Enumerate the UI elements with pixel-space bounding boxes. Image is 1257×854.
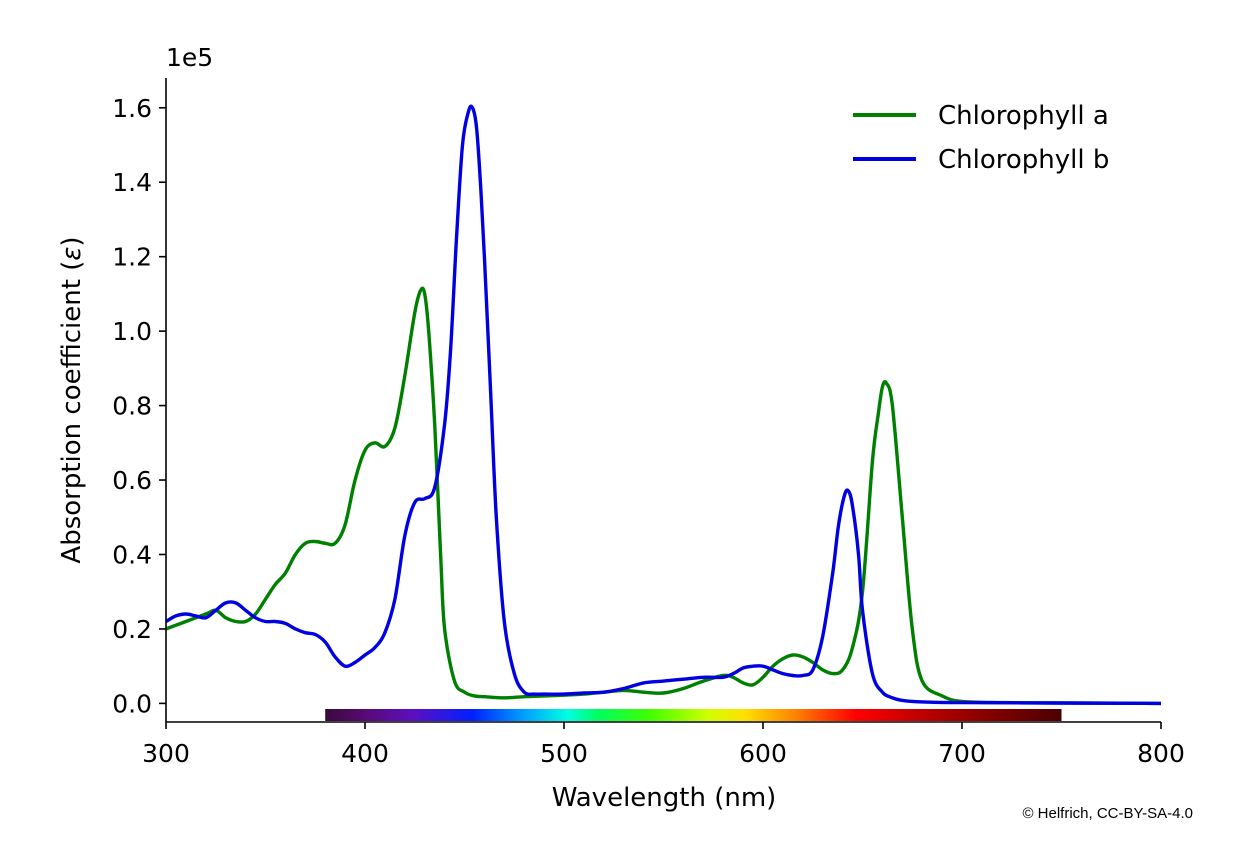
y-axis-title-symbol: ε (57, 247, 87, 261)
legend: Chlorophyll a Chlorophyll b (853, 101, 1109, 175)
x-axis-title: Wavelength (nm) (552, 783, 777, 813)
y-tick-label: 0.8 (112, 392, 152, 421)
y-tick-label: 1.0 (112, 317, 152, 346)
y-tick-label: 1.6 (112, 94, 152, 123)
legend-label-chlorophyll-a: Chlorophyll a (938, 101, 1109, 131)
series-line-chlorophyll-b (165, 104, 1162, 706)
series-line-chlorophyll-a (165, 286, 1162, 706)
x-tick-label: 400 (341, 739, 389, 768)
credit-text: © Helfrich, CC-BY-SA-4.0 (1022, 805, 1193, 822)
y-axis-title: Absorption coefficient (ε) (57, 236, 87, 563)
y-axis-title-prefix: Absorption coefficient ( (57, 261, 87, 564)
visible-spectrum-bar (325, 709, 1062, 721)
y-tick-label: 0.6 (112, 466, 152, 495)
x-tick-label: 700 (938, 739, 986, 768)
y-tick-label: 0.4 (112, 540, 152, 569)
y-multiplier-label: 1e5 (166, 43, 213, 72)
x-tick-label: 800 (1137, 739, 1185, 768)
y-axis-title-suffix: ) (57, 236, 87, 246)
x-tick-label: 600 (739, 739, 787, 768)
y-tick-label: 0.2 (112, 615, 152, 644)
x-tick-label: 300 (142, 739, 190, 768)
y-tick-label: 1.4 (112, 168, 152, 197)
y-tick-label: 1.2 (112, 243, 152, 272)
x-tick-label: 500 (540, 739, 588, 768)
y-tick-label: 0.0 (112, 689, 152, 718)
legend-label-chlorophyll-b: Chlorophyll b (938, 145, 1109, 175)
